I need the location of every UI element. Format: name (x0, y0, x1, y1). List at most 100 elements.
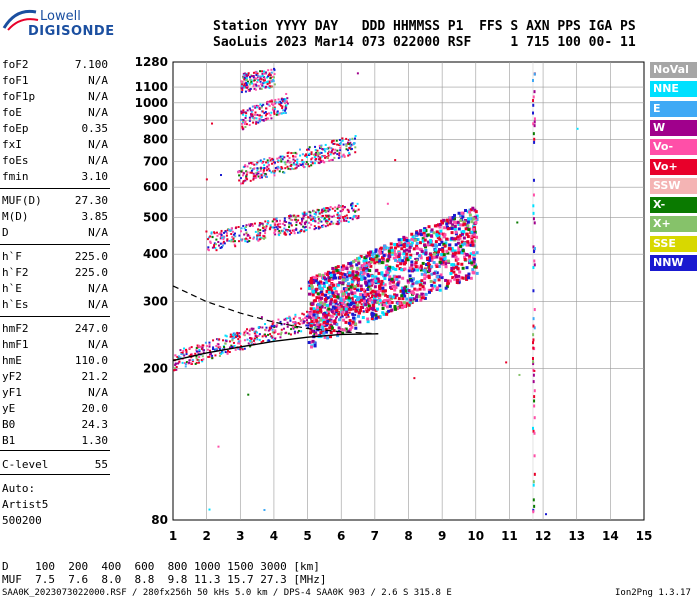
param-yf2: yF2 21.2 (2, 370, 108, 384)
echo-point (364, 303, 368, 307)
echo-point (450, 263, 454, 267)
echo-point (532, 429, 535, 433)
x-tick-label: 10 (467, 529, 484, 543)
echo-point (282, 112, 285, 115)
echo-point (284, 111, 287, 114)
echo-point (244, 240, 247, 243)
echo-point (390, 277, 394, 281)
echo-point (329, 275, 333, 279)
echo-point (222, 238, 225, 241)
echo-point (245, 173, 248, 176)
echo-point (352, 209, 355, 212)
echo-point (321, 327, 325, 331)
echo-point (396, 281, 400, 285)
echo-point (470, 262, 474, 266)
echo-point (312, 321, 315, 324)
echo-point (253, 167, 256, 170)
echo-point (340, 272, 344, 276)
echo-point (378, 303, 381, 306)
x-tick-label: 7 (371, 529, 379, 543)
echo-point (280, 323, 283, 326)
echo-point (304, 225, 307, 228)
echo-point (401, 261, 405, 265)
echo-point (318, 316, 321, 319)
echo-point (352, 215, 355, 218)
echo-point (258, 107, 261, 110)
echo-point (472, 217, 476, 221)
echo-point (361, 275, 365, 279)
echo-point (283, 232, 286, 235)
echo-point (468, 259, 472, 263)
echo-point (257, 84, 260, 87)
echo-point (388, 269, 392, 273)
echo-point (284, 167, 287, 170)
echo-point (255, 106, 258, 109)
param-hmf1: hmF1 N/A (2, 338, 108, 352)
echo-point (213, 242, 216, 245)
echo-point (338, 281, 342, 285)
echo-point (391, 285, 395, 289)
echo-point (246, 80, 249, 83)
echo-point (344, 287, 348, 291)
echo-point (330, 141, 333, 144)
echo-point (351, 298, 354, 301)
echo-point (356, 266, 360, 270)
echo-point (188, 346, 191, 349)
echo-point (336, 293, 340, 297)
echo-point (298, 222, 301, 225)
echo-point (259, 229, 262, 232)
echo-point (415, 295, 419, 299)
echo-point (242, 84, 245, 87)
echo-point (394, 243, 398, 247)
echo-point (330, 223, 333, 226)
echo-point (313, 155, 316, 158)
echo-point (274, 230, 277, 233)
x-tick-label: 9 (438, 529, 446, 543)
echo-point (242, 76, 245, 79)
echo-point (273, 68, 276, 71)
echo-point (282, 109, 285, 112)
echo-point (309, 345, 313, 349)
echo-point (408, 274, 412, 278)
echo-point (380, 261, 384, 265)
echo-point (266, 165, 269, 168)
echo-point (533, 416, 536, 420)
echo-point (356, 295, 359, 298)
echo-point (230, 240, 233, 243)
echo-point (377, 279, 381, 283)
echo-point (255, 122, 258, 125)
echo-point (195, 355, 198, 358)
echo-point (289, 316, 292, 319)
echo-point (372, 279, 376, 283)
echo-point (374, 275, 378, 279)
echo-point (354, 216, 357, 219)
echo-point (341, 292, 345, 296)
echo-point (279, 336, 282, 339)
echo-point (465, 266, 469, 270)
echo-point (320, 144, 323, 147)
echo-point (532, 266, 535, 270)
echo-point (365, 281, 369, 285)
echo-point (314, 145, 317, 148)
echo-point (195, 347, 198, 350)
echo-point (422, 251, 426, 255)
echo-point (348, 319, 352, 323)
echo-point (349, 301, 353, 305)
echo-point (305, 153, 308, 156)
echo-point (283, 98, 286, 101)
echo-point (289, 215, 292, 218)
echo-point (305, 315, 308, 318)
param-name: yF2 (2, 370, 22, 383)
echo-point (339, 301, 342, 304)
echo-point (272, 339, 275, 342)
echo-point (378, 251, 382, 255)
echo-point (328, 302, 332, 306)
echo-point (342, 217, 345, 220)
echo-point (236, 331, 239, 334)
echo-point (252, 74, 255, 77)
echo-point (330, 289, 334, 293)
y-tick-label: 300 (143, 295, 168, 309)
echo-point (325, 289, 329, 293)
echo-point (451, 252, 455, 256)
echo-point (533, 140, 536, 144)
